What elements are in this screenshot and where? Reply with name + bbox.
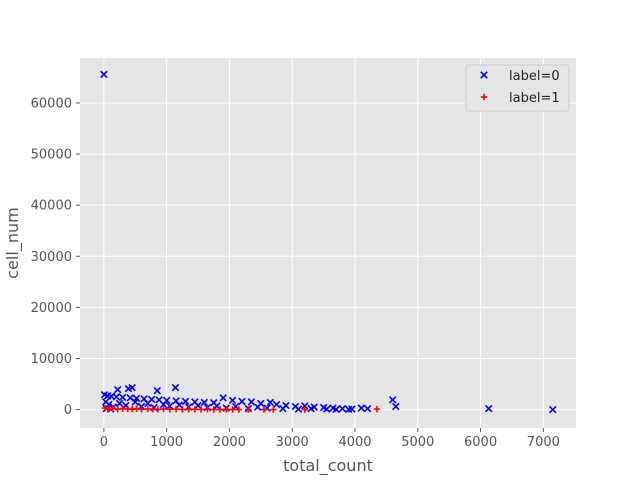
legend-label-1: label=1 — [509, 91, 560, 106]
data-point — [549, 405, 557, 414]
data-point — [307, 404, 315, 413]
axis-ticks: 0 1000 2000 3000 4000 5000 6000 7000 0 10000 20000… — [31, 96, 560, 450]
data-point — [301, 406, 308, 413]
legend-label-0: label=0 — [509, 69, 560, 84]
data-point — [235, 406, 243, 413]
data-point — [484, 404, 493, 413]
data-point — [138, 406, 145, 413]
x-tick-label: 1000 — [150, 435, 183, 450]
data-point — [171, 383, 180, 392]
x-tick-label: 3000 — [276, 435, 309, 450]
series-0 — [100, 70, 557, 414]
y-tick-label: 40000 — [31, 199, 72, 214]
x-tick-label: 7000 — [527, 435, 560, 450]
legend-box — [465, 64, 570, 112]
x-axis-label: total_count — [283, 456, 373, 476]
data-point — [301, 402, 309, 410]
x-tick-label: 0 — [100, 435, 108, 450]
legend-marker-1 — [480, 93, 488, 101]
data-point — [194, 401, 202, 410]
x-tick-label: 5000 — [401, 435, 434, 450]
data-point — [223, 406, 230, 413]
y-tick-label: 10000 — [31, 352, 72, 367]
data-point — [363, 404, 372, 413]
data-point — [197, 406, 205, 413]
x-tick-label: 2000 — [213, 435, 246, 450]
data-point — [112, 393, 121, 401]
x-tick-label: 6000 — [464, 435, 497, 450]
data-point — [166, 402, 174, 410]
data-point — [144, 399, 152, 408]
data-point — [115, 399, 124, 408]
legend-marker-0 — [480, 71, 488, 79]
data-point — [338, 404, 347, 413]
data-point — [153, 386, 161, 395]
data-point — [231, 402, 240, 411]
data-point — [172, 405, 180, 413]
data-point — [238, 397, 246, 406]
data-point — [216, 406, 224, 413]
data-point — [344, 405, 353, 414]
data-point — [247, 398, 256, 406]
data-point — [213, 402, 221, 410]
data-point — [229, 406, 236, 413]
x-tick-label: 4000 — [338, 435, 371, 450]
data-point — [357, 404, 366, 412]
y-tick-label: 30000 — [31, 250, 72, 265]
data-point — [204, 406, 211, 413]
data-point — [388, 396, 397, 404]
data-point — [200, 398, 209, 407]
data-point — [373, 405, 381, 413]
data-point — [279, 404, 287, 413]
data-points — [100, 70, 557, 414]
data-point — [113, 385, 122, 394]
data-point — [160, 405, 167, 413]
legend: label=0 label=1 — [465, 64, 570, 112]
data-point — [159, 400, 168, 409]
data-point — [219, 394, 227, 402]
data-point — [181, 397, 190, 406]
data-point — [294, 405, 303, 413]
data-point — [260, 406, 268, 413]
data-point — [185, 405, 192, 413]
data-point — [191, 406, 199, 413]
data-point — [175, 401, 183, 409]
data-point — [105, 400, 113, 409]
data-point — [392, 402, 400, 411]
data-point — [266, 398, 275, 407]
data-point — [228, 396, 237, 405]
data-point — [253, 403, 262, 411]
y-tick-label: 20000 — [31, 301, 72, 316]
data-point — [128, 383, 136, 392]
data-point — [179, 406, 186, 413]
y-tick-label: 50000 — [31, 148, 72, 163]
data-point — [322, 405, 331, 413]
data-point — [166, 406, 173, 413]
data-point — [332, 405, 340, 414]
data-point — [210, 406, 217, 413]
y-tick-label: 60000 — [31, 96, 72, 111]
y-tick-label: 0 — [64, 403, 72, 418]
data-point — [154, 406, 162, 413]
data-point — [131, 398, 140, 406]
data-point — [100, 70, 108, 79]
y-axis-label: cell_num — [3, 207, 23, 278]
data-point — [118, 393, 127, 402]
data-point — [270, 406, 277, 413]
data-point — [245, 406, 252, 413]
plot-area — [80, 58, 576, 428]
data-point — [272, 400, 281, 409]
series-1 — [101, 404, 381, 413]
